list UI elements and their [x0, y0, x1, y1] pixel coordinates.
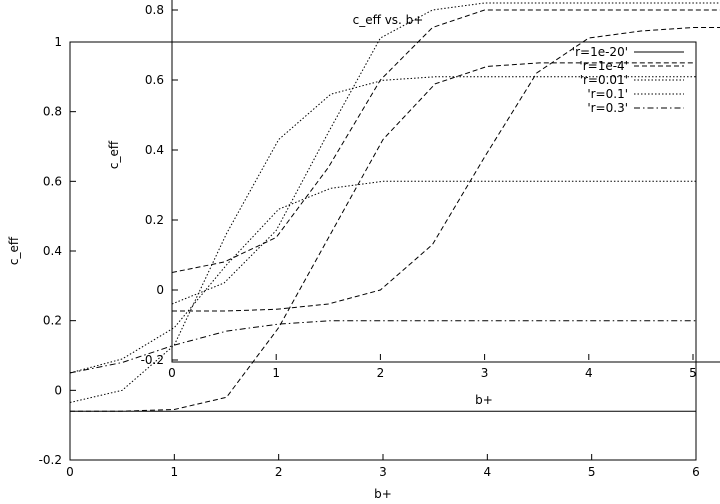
inset-x-tick-label: 2: [377, 366, 385, 380]
inset-y-tick-label: 0.2: [145, 213, 164, 227]
main-series-group: [70, 62, 696, 412]
inset-x-tick-label: 1: [272, 366, 280, 380]
main-series-line-3: [70, 180, 696, 374]
main-y-tick-label: 1: [54, 35, 62, 49]
main-x-tick-label: 2: [275, 465, 283, 479]
main-y-tick-label: 0.8: [43, 105, 62, 119]
main-x-ticks: 0 1 2 3 4 5 6: [66, 454, 700, 479]
main-x-tick-label: 1: [171, 465, 179, 479]
inset-x-tick-label: 4: [585, 366, 593, 380]
legend-entry-label: 'r=1e-20': [572, 45, 628, 59]
inset-plot-frame: [171, 0, 720, 363]
main-y-ticks: -0.2 0 0.2 0.4 0.6 0.8 1: [39, 35, 76, 467]
main-y-tick-label: 0.4: [43, 244, 62, 258]
legend-entry-label: 'r=0.1': [587, 87, 628, 101]
inset-y-ticks: -0.2 0 0.2 0.4 0.6 0.8: [141, 3, 178, 367]
main-x-tick-label: 6: [692, 465, 700, 479]
main-y-tick-label: 0.2: [43, 314, 62, 328]
main-plot: 0 1 2 3 4 5 6 -0.2 0 0.2 0.4 0.6 0.8 1 b+ c_eff 'r=1…: [7, 35, 700, 501]
inset-y-tick-label: 0.4: [145, 143, 164, 157]
main-y-tick-label: 0: [54, 383, 62, 397]
inset-plot: 0 1 2 3 4 5 -0.2 0 0.2 0.4 0.6 0.8 c_eff vs. b+ b+…: [107, 0, 720, 407]
main-y-tick-label: 0.6: [43, 174, 62, 188]
inset-x-tick-label: 5: [689, 366, 697, 380]
legend-entry-label: 'r=0.3': [587, 101, 628, 115]
inset-x-ticks: 0 1 2 3 4 5: [168, 354, 697, 380]
main-x-tick-label: 4: [484, 465, 492, 479]
main-series-line-4: [70, 320, 696, 374]
inset-y-tick-label: -0.2: [141, 353, 164, 367]
legend-entry-label: 'r=0.01': [580, 73, 628, 87]
inset-series-line-2: [172, 9, 720, 273]
inset-y-tick-label: 0.6: [145, 73, 164, 87]
main-x-axis-label: b+: [374, 487, 392, 501]
inset-x-tick-label: 3: [481, 366, 489, 380]
inset-title: c_eff vs. b+: [353, 13, 424, 27]
inset-y-tick-label: 0.8: [145, 3, 164, 17]
inset-series-line-0: [172, 27, 720, 312]
main-y-tick-label: -0.2: [39, 453, 62, 467]
legend-entry-label: 'r=1e-4': [579, 59, 628, 73]
inset-series-group: [172, 2, 720, 312]
inset-series-line-1: [172, 2, 720, 305]
main-series-line-1: [70, 62, 696, 412]
main-y-axis-label: c_eff: [7, 236, 21, 265]
inset-x-axis-label: b+: [475, 393, 493, 407]
inset-y-tick-label: 0: [156, 283, 164, 297]
main-x-tick-label: 5: [588, 465, 596, 479]
main-x-tick-label: 0: [66, 465, 74, 479]
legend: 'r=1e-20''r=1e-4''r=0.01''r=0.1''r=0.3': [572, 45, 684, 115]
main-x-tick-label: 3: [379, 465, 387, 479]
inset-x-tick-label: 0: [168, 366, 176, 380]
inset-y-axis-label: c_eff: [107, 140, 121, 169]
